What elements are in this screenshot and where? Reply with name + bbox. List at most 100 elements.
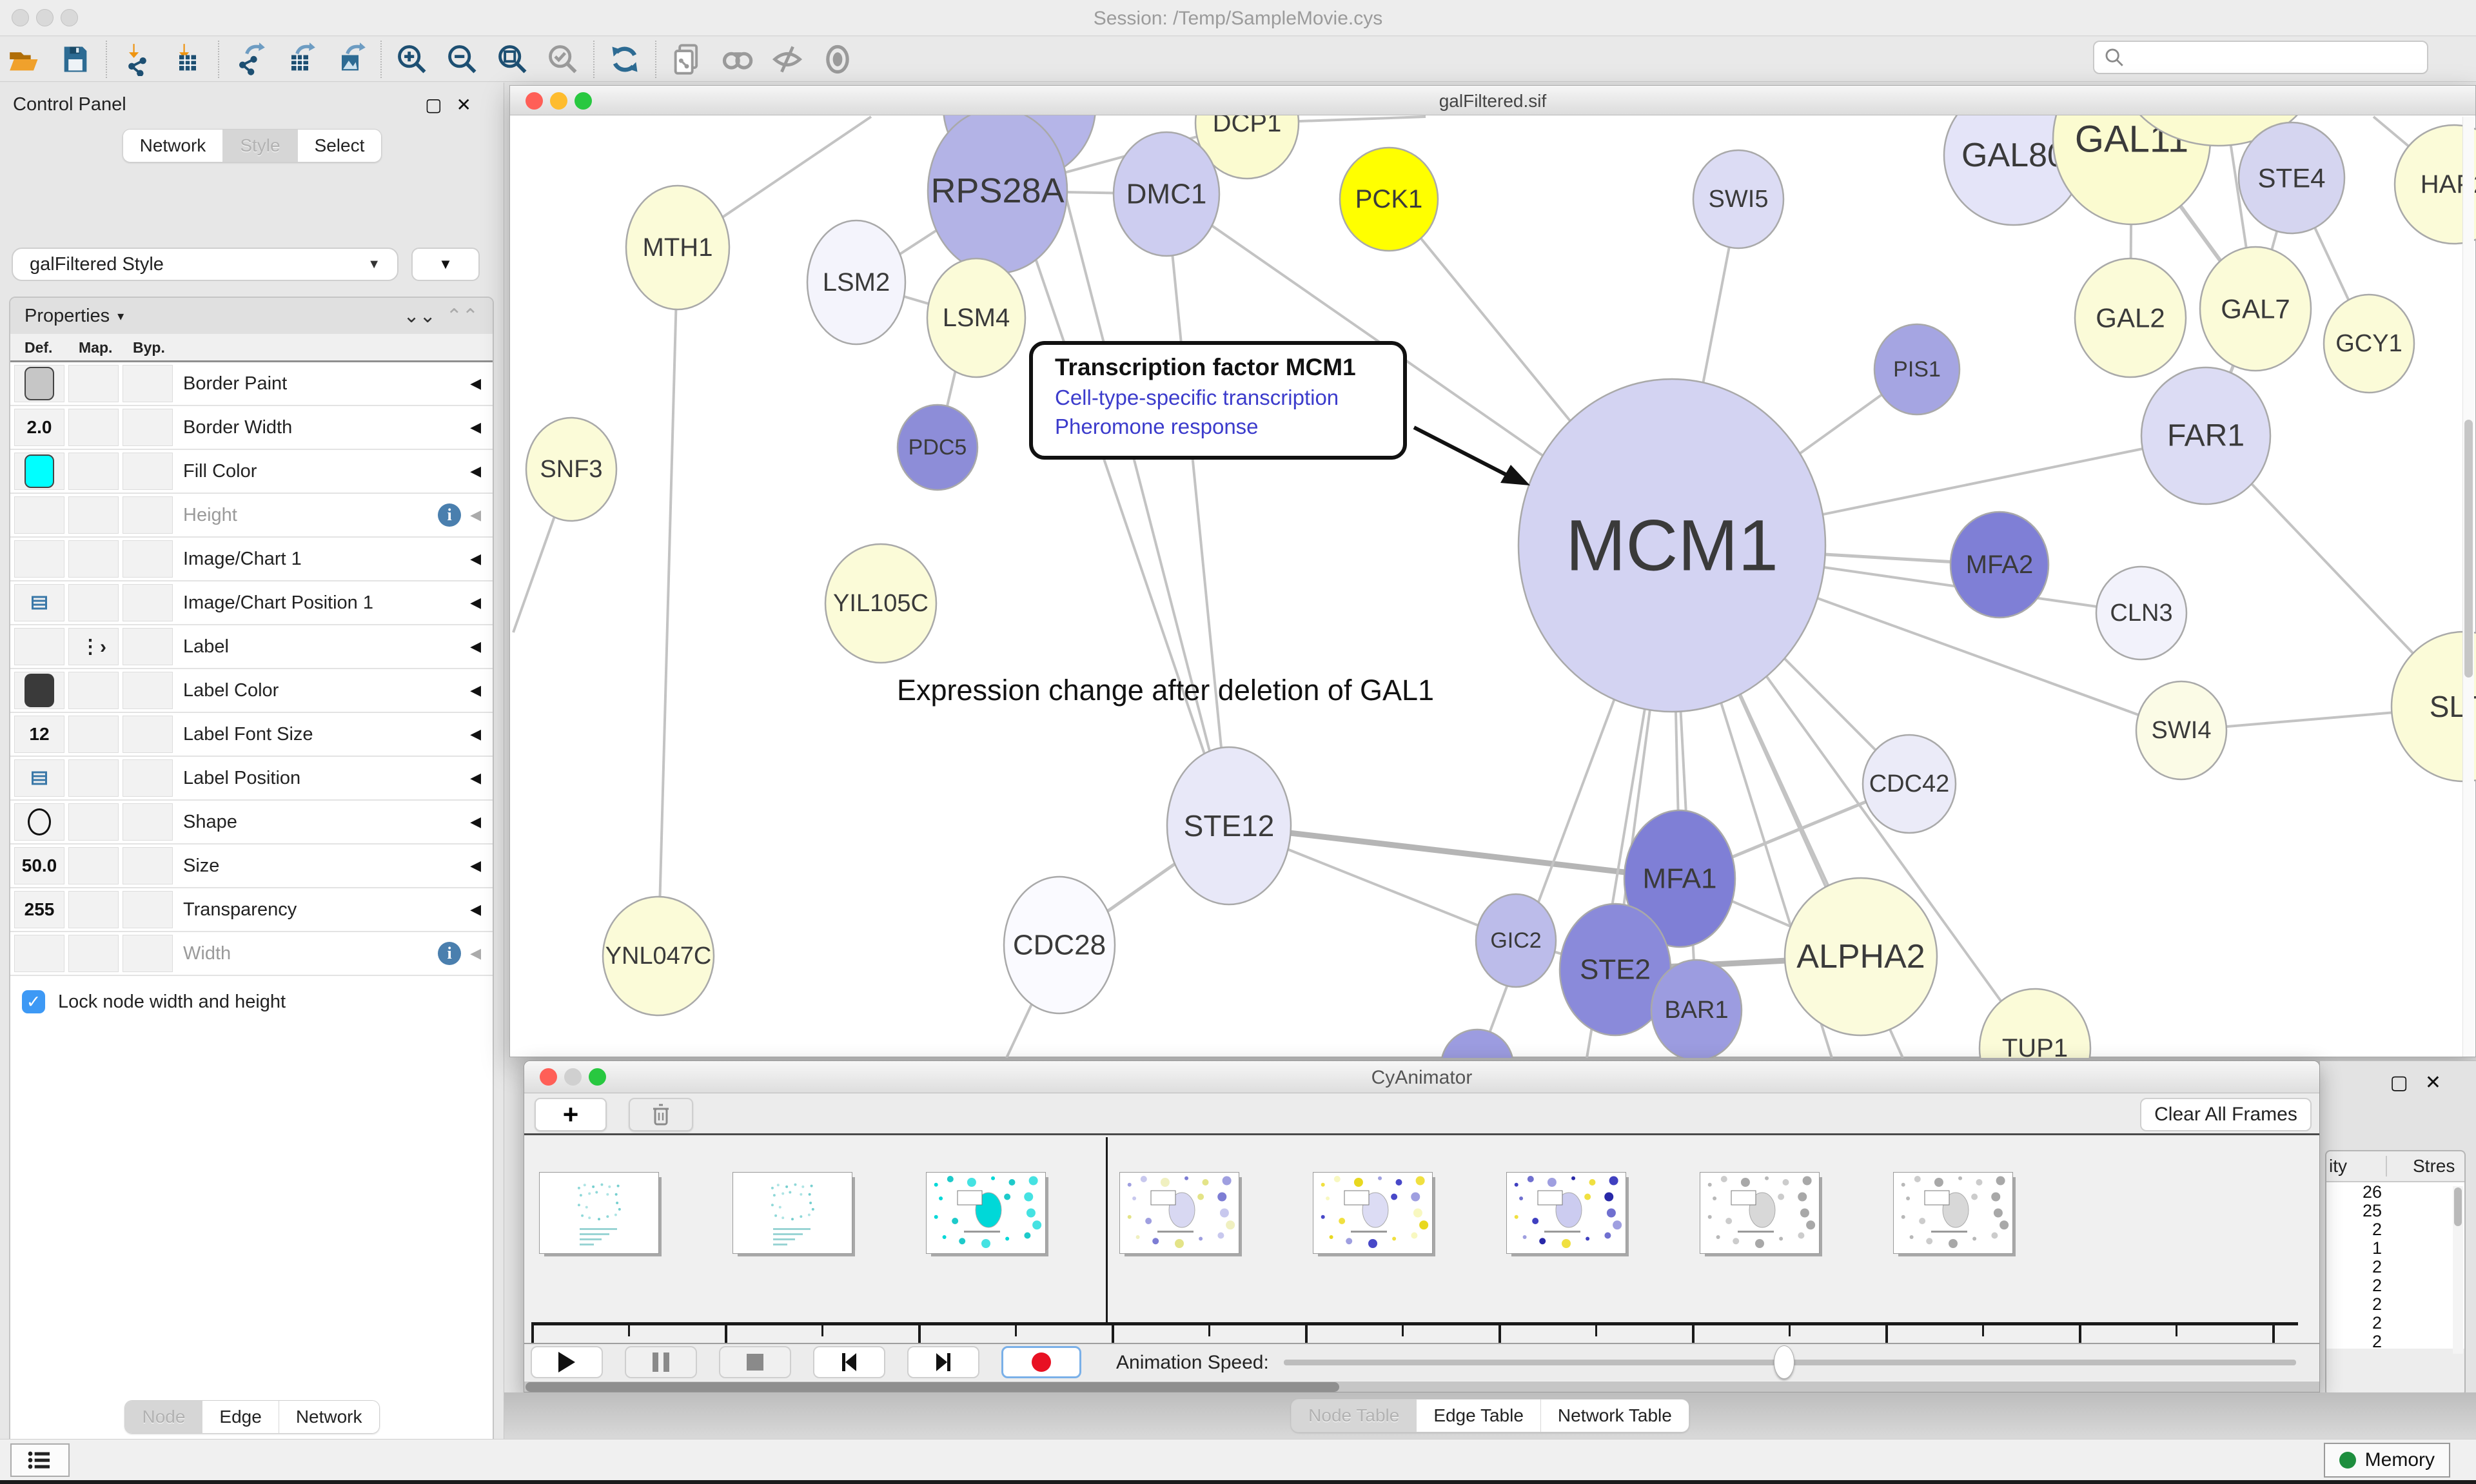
property-row-label-color[interactable]: Label Color ◀: [10, 669, 493, 713]
frame-thumbnail-2[interactable]: [926, 1172, 1046, 1254]
byp-cell[interactable]: [123, 935, 173, 972]
playhead[interactable]: [1106, 1137, 1108, 1322]
network-node-MTH1[interactable]: [625, 184, 731, 311]
network-node-CLN3[interactable]: [2095, 565, 2188, 661]
import-table-button[interactable]: [162, 39, 213, 79]
map-cell[interactable]: [68, 935, 119, 972]
network-node-SNF3[interactable]: [525, 416, 618, 522]
network-node-CDC28[interactable]: [1003, 875, 1116, 1015]
def-cell[interactable]: [14, 584, 64, 621]
tab-style[interactable]: Style: [223, 130, 298, 162]
property-row-image-chart-position-1[interactable]: Image/Chart Position 1 ◀: [10, 581, 493, 625]
table-dock-window-buttons[interactable]: ▢✕: [2390, 1071, 2459, 1094]
zoom-fit-button[interactable]: [487, 39, 538, 79]
table-cell-radiality[interactable]: 2: [2372, 1276, 2382, 1295]
network-node-PIS1[interactable]: [1873, 323, 1961, 416]
minimize-icon[interactable]: [564, 1068, 582, 1086]
map-cell[interactable]: [68, 409, 119, 446]
network-node-PCK1[interactable]: [1339, 146, 1439, 252]
def-cell[interactable]: 255: [14, 891, 64, 928]
play-button[interactable]: [531, 1346, 603, 1378]
zoom-out-button[interactable]: [437, 39, 487, 79]
clear-all-frames-button[interactable]: Clear All Frames: [2140, 1098, 2312, 1131]
close-icon[interactable]: [540, 1068, 557, 1086]
panel-menu-button[interactable]: [10, 1443, 70, 1477]
property-row-border-paint[interactable]: Border Paint ◀: [10, 362, 493, 406]
property-row-fill-color[interactable]: Fill Color ◀: [10, 450, 493, 494]
tab-node[interactable]: Node: [125, 1401, 203, 1433]
network-node-STE4[interactable]: [2237, 121, 2346, 235]
close-icon[interactable]: ✕: [2424, 1072, 2458, 1093]
network-node-MCM1[interactable]: [1517, 378, 1827, 713]
column-stress[interactable]: Stres: [2386, 1156, 2455, 1176]
property-row-label-font-size[interactable]: 12 Label Font Size ◀: [10, 713, 493, 757]
def-cell[interactable]: 12: [14, 716, 64, 753]
property-row-label-position[interactable]: Label Position ◀: [10, 757, 493, 801]
network-node-MFA2[interactable]: [1949, 511, 2050, 619]
expand-row-icon[interactable]: ◀: [470, 726, 481, 742]
frame-thumbnail-3[interactable]: [1119, 1172, 1239, 1254]
save-session-button[interactable]: [50, 39, 101, 79]
zoom-window-icon[interactable]: [575, 92, 592, 110]
annotation-link-1[interactable]: Cell-type-specific transcription: [1055, 386, 1339, 409]
expand-row-icon[interactable]: ◀: [470, 594, 481, 610]
maximize-window-button[interactable]: [61, 9, 78, 26]
minimize-window-button[interactable]: [36, 9, 54, 26]
byp-cell[interactable]: [123, 540, 173, 578]
import-network-button[interactable]: [112, 39, 162, 79]
map-cell[interactable]: [68, 891, 119, 928]
table-cell-radiality[interactable]: 2: [2372, 1294, 2382, 1314]
expand-row-icon[interactable]: ◀: [470, 901, 481, 917]
expand-row-icon[interactable]: ◀: [470, 375, 481, 391]
expand-row-icon[interactable]: ◀: [470, 551, 481, 567]
scrollbar-thumb[interactable]: [2464, 420, 2473, 678]
def-cell[interactable]: [14, 365, 64, 402]
timeline[interactable]: Seconds 0123456789: [524, 1137, 2319, 1392]
property-row-size[interactable]: 50.0 Size ◀: [10, 845, 493, 888]
scrollbar-thumb[interactable]: [2454, 1187, 2462, 1226]
network-edge[interactable]: [657, 247, 679, 957]
annotation-link-2[interactable]: Pheromone response: [1055, 415, 1259, 438]
def-cell[interactable]: [14, 803, 64, 841]
expand-row-icon[interactable]: ◀: [470, 419, 481, 435]
close-icon[interactable]: ✕: [456, 95, 486, 115]
network-node-SWI4[interactable]: [2135, 680, 2228, 781]
property-row-shape[interactable]: Shape ◀: [10, 801, 493, 845]
property-row-width[interactable]: Width i ◀: [10, 932, 493, 976]
network-edge[interactable]: [1228, 823, 1680, 882]
network-window-titlebar[interactable]: galFiltered.sif: [510, 86, 2475, 115]
expand-row-icon[interactable]: ◀: [470, 857, 481, 874]
close-window-button[interactable]: [12, 9, 29, 26]
expand-row-icon[interactable]: ◀: [470, 814, 481, 830]
add-frame-button[interactable]: +: [535, 1098, 607, 1131]
frame-thumbnail-6[interactable]: [1700, 1172, 1820, 1254]
def-cell[interactable]: [14, 759, 64, 797]
network-node-TUP1[interactable]: [1978, 988, 2092, 1058]
def-cell[interactable]: [14, 672, 64, 709]
table-cell-radiality[interactable]: 1: [2372, 1238, 2382, 1258]
property-row-label[interactable]: ⋮› Label ◀: [10, 625, 493, 669]
expand-all-icon[interactable]: ⌄⌄: [403, 305, 436, 327]
slider-handle[interactable]: [1774, 1345, 1794, 1379]
map-cell[interactable]: [68, 540, 119, 578]
network-edge[interactable]: [1165, 193, 1230, 826]
info-icon[interactable]: i: [438, 503, 462, 527]
zoom-selected-button[interactable]: [538, 39, 588, 79]
stop-button[interactable]: [719, 1346, 791, 1378]
network-node-DCP1[interactable]: [1194, 115, 1300, 180]
map-cell[interactable]: [68, 759, 119, 797]
byp-cell[interactable]: [123, 365, 173, 402]
byp-cell[interactable]: [123, 453, 173, 490]
property-row-border-width[interactable]: 2.0 Border Width ◀: [10, 406, 493, 450]
expand-row-icon[interactable]: ◀: [470, 682, 481, 698]
zoom-window-icon[interactable]: [589, 1068, 606, 1086]
byp-cell[interactable]: [123, 628, 173, 665]
def-cell[interactable]: 2.0: [14, 409, 64, 446]
scrollbar-thumb[interactable]: [526, 1382, 1339, 1392]
network-node-HAP2[interactable]: [2393, 124, 2476, 245]
def-cell[interactable]: 50.0: [14, 847, 64, 884]
control-panel-window-buttons[interactable]: ▢✕: [425, 94, 486, 115]
network-edge[interactable]: [1044, 116, 1230, 826]
property-row-image-chart-1[interactable]: Image/Chart 1 ◀: [10, 538, 493, 581]
network-node-STE12[interactable]: [1166, 746, 1292, 906]
